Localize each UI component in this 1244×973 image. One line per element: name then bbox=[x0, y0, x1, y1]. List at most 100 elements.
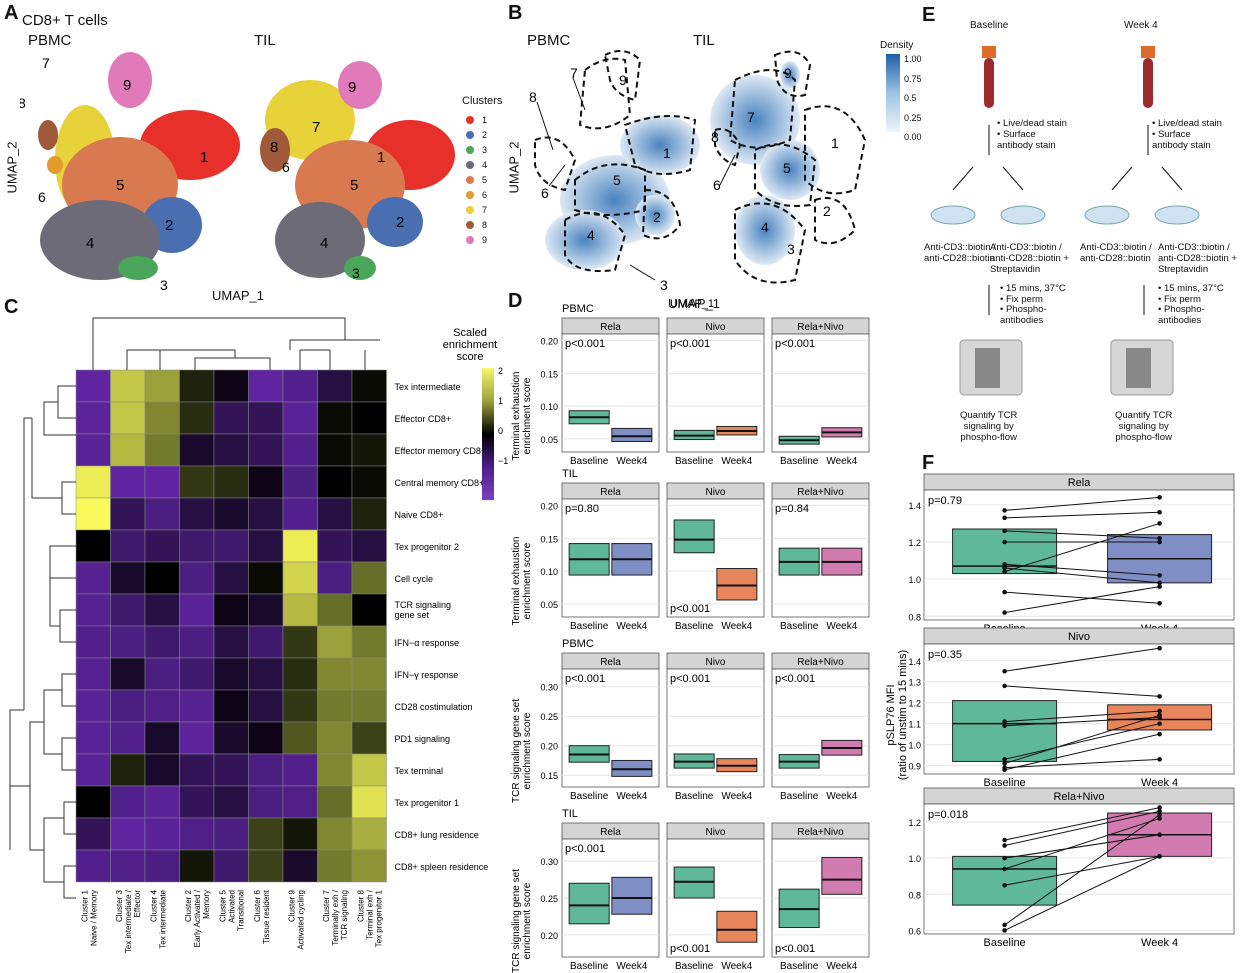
heatmap-cell bbox=[144, 433, 180, 467]
data-point bbox=[1157, 854, 1162, 859]
density-tick: 0.00 bbox=[904, 132, 922, 142]
facet-label: Nivo bbox=[705, 827, 725, 838]
heatmap-row-label: CD8+ spleen residence bbox=[395, 862, 489, 872]
heatmap-row-label: Naive CD8+ bbox=[395, 510, 444, 520]
heatmap-cell bbox=[110, 401, 146, 435]
x-tick-label: Week4 bbox=[826, 961, 857, 972]
heatmap-cell bbox=[144, 849, 180, 883]
paired-line bbox=[1004, 685, 1160, 697]
heatmap-cell bbox=[179, 689, 215, 723]
legend-label: 8 bbox=[482, 219, 488, 230]
heatmap-colorbar bbox=[482, 368, 494, 500]
facet-label: Rela bbox=[600, 657, 621, 668]
x-tick-label: Baseline bbox=[570, 621, 609, 632]
quantify-label: Quantify TCR signaling by phospho-flow bbox=[960, 410, 1018, 443]
p-value: p<0.001 bbox=[670, 943, 710, 955]
heatmap-cell bbox=[282, 657, 318, 691]
x-tick-label: Week4 bbox=[826, 791, 857, 802]
svg-text:2: 2 bbox=[653, 209, 661, 225]
heatmap-cell bbox=[248, 369, 284, 403]
data-point bbox=[1002, 928, 1007, 933]
x-tick-label: Baseline bbox=[780, 621, 819, 632]
heatmap-cell bbox=[144, 625, 180, 659]
paired-line bbox=[1004, 567, 1160, 584]
data-point bbox=[1157, 812, 1162, 818]
svg-text:6: 6 bbox=[282, 159, 290, 175]
facet-label: Rela bbox=[1068, 477, 1092, 489]
heatmap-col-label: Cluster 6Tissue resident bbox=[253, 889, 271, 944]
heatmap-cell bbox=[110, 561, 146, 595]
x-tick-label: Week4 bbox=[826, 456, 857, 467]
heatmap-cell bbox=[110, 657, 146, 691]
svg-text:4: 4 bbox=[320, 235, 328, 252]
heatmap-cell bbox=[248, 529, 284, 563]
data-point bbox=[1157, 805, 1162, 810]
heatmap-cell bbox=[213, 593, 249, 627]
x-tick-label: Baseline bbox=[675, 456, 714, 467]
heatmap-cell bbox=[110, 433, 146, 467]
facet-label: Nivo bbox=[1068, 631, 1090, 643]
heatmap-row-label: Effector memory CD8+ bbox=[395, 446, 487, 456]
y-tick-label: 0.15 bbox=[540, 534, 558, 544]
svg-text:8: 8 bbox=[529, 89, 537, 105]
step-item: Fix perm bbox=[1163, 293, 1201, 305]
paired-line bbox=[1004, 522, 1160, 573]
legend-swatch bbox=[466, 145, 474, 154]
heatmap-cell bbox=[248, 401, 284, 435]
heatmap-cell bbox=[317, 561, 353, 595]
column-dendrogram bbox=[92, 317, 380, 370]
x-tick-label: Week4 bbox=[826, 621, 857, 632]
tube-icon bbox=[1141, 46, 1155, 108]
umap-pbmc: 1 2 5 4 9 7 8 6 3 bbox=[20, 52, 240, 290]
heatmap-cell bbox=[75, 465, 111, 499]
data-point bbox=[1157, 584, 1162, 589]
data-point bbox=[1002, 855, 1007, 861]
legend-item: 8 bbox=[466, 217, 487, 232]
x-tick-label: Week4 bbox=[616, 621, 647, 632]
heatmap-cell bbox=[213, 401, 249, 435]
y-tick-label: 0.05 bbox=[540, 600, 558, 610]
svg-text:9: 9 bbox=[619, 72, 627, 88]
paired-line bbox=[1004, 530, 1160, 539]
heatmap-cell bbox=[248, 721, 284, 755]
heatmap-cell bbox=[317, 849, 353, 883]
y-tick-label: 0.25 bbox=[540, 712, 558, 722]
step-item: Phospho- antibodies bbox=[1158, 304, 1205, 326]
box bbox=[716, 567, 758, 601]
svg-text:3: 3 bbox=[352, 265, 360, 281]
heatmap-cell bbox=[351, 657, 387, 691]
panel-label-b: B bbox=[508, 2, 523, 24]
y-tick-label: 0.6 bbox=[908, 926, 921, 936]
svg-text:9: 9 bbox=[348, 79, 356, 96]
svg-text:2: 2 bbox=[165, 217, 173, 234]
p-value: p<0.001 bbox=[670, 673, 710, 685]
data-point bbox=[1157, 832, 1162, 837]
heatmap-cell bbox=[110, 689, 146, 723]
heatmap-col-label: Cluster 4Tex intermediate bbox=[149, 889, 167, 948]
y-tick-label: 0.20 bbox=[540, 931, 558, 941]
heatmap-cell bbox=[75, 625, 111, 659]
data-point bbox=[1157, 645, 1162, 651]
svg-text:4: 4 bbox=[761, 219, 769, 235]
box bbox=[952, 855, 1058, 906]
paired-line bbox=[1004, 834, 1160, 859]
x-tick-label: Baseline bbox=[983, 937, 1025, 949]
data-point bbox=[1157, 580, 1162, 586]
heatmap-cell bbox=[351, 465, 387, 499]
y-tick-label: 0.30 bbox=[540, 683, 558, 693]
legend-label: 9 bbox=[482, 234, 488, 245]
heatmap-cell bbox=[144, 721, 180, 755]
box bbox=[611, 427, 653, 443]
density-legend-title: Density bbox=[880, 40, 914, 51]
heatmap-cell bbox=[75, 593, 111, 627]
heatmap-cell bbox=[351, 433, 387, 467]
heatmap-cell bbox=[75, 529, 111, 563]
p-value: p<0.001 bbox=[565, 673, 605, 685]
panel-a-xlabel: UMAP_1 bbox=[212, 288, 265, 303]
heatmap-cell bbox=[179, 657, 215, 691]
panel-label-d: D bbox=[508, 290, 523, 312]
dish1-label: Anti-CD3::biotin / anti-CD28::biotin bbox=[1080, 242, 1152, 264]
heatmap-cell bbox=[144, 657, 180, 691]
heatmap-cell bbox=[351, 785, 387, 819]
y-tick-label: 1.0 bbox=[908, 854, 921, 864]
